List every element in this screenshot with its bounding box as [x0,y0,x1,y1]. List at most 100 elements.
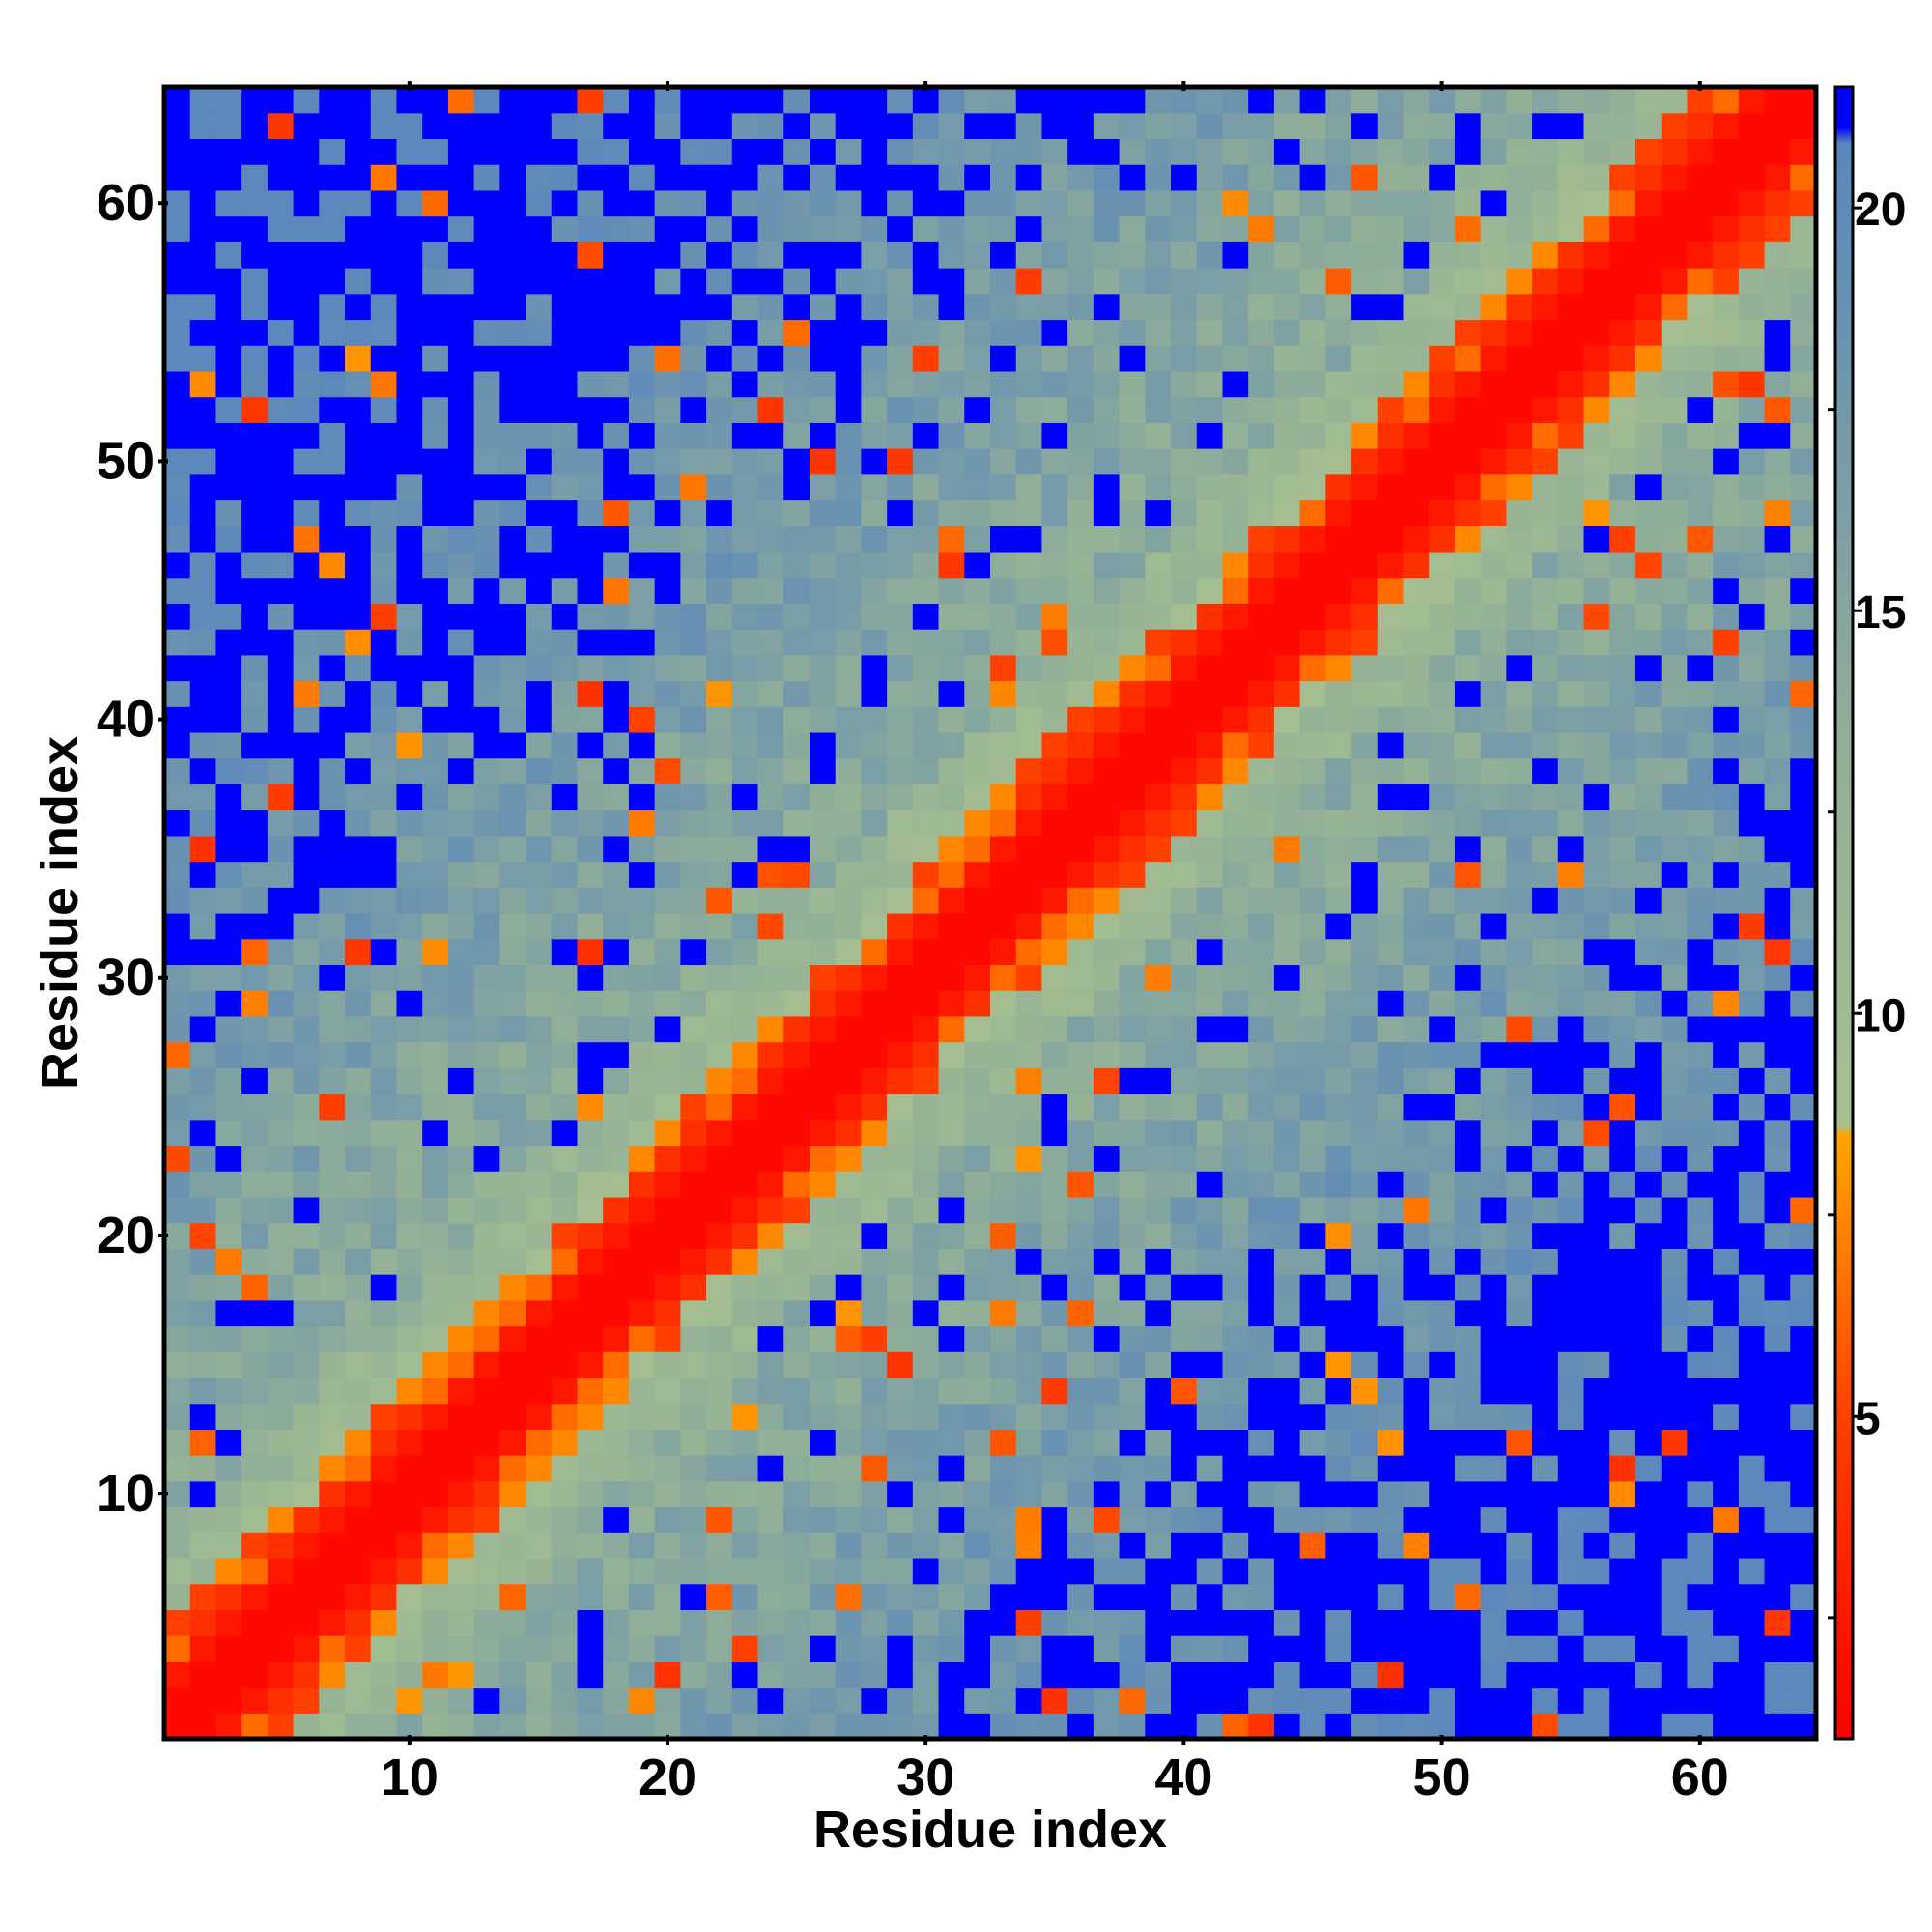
heatmap-cell [1041,1403,1068,1430]
heatmap-cell [396,1119,423,1147]
heatmap-cell [861,1351,888,1378]
heatmap-cell [1248,1325,1275,1352]
heatmap-cell [1790,526,1817,553]
heatmap-cell [680,345,707,372]
heatmap-cell [1790,861,1817,888]
heatmap-cell [396,1506,423,1533]
heatmap-cell [1299,1325,1326,1352]
heatmap-cell [1713,1455,1740,1482]
heatmap-cell [1790,370,1817,398]
heatmap-cell [990,861,1017,888]
heatmap-cell [1273,810,1301,837]
heatmap-cell [293,835,320,863]
heatmap-cell [242,1145,269,1172]
heatmap-cell [1687,964,1714,991]
heatmap-cell [628,1635,656,1662]
heatmap-cell [1248,448,1275,475]
heatmap-cell [422,473,449,501]
heatmap-cell [1583,757,1610,785]
heatmap-cell [1273,87,1301,114]
heatmap-cell [1713,990,1740,1017]
heatmap-cell [215,629,242,656]
heatmap-cell [1634,1094,1662,1121]
heatmap-cell [319,1015,346,1043]
heatmap-cell [189,887,217,914]
heatmap-cell [499,1609,526,1636]
heatmap-cell [1377,1274,1405,1301]
heatmap-cell [473,319,500,346]
heatmap-cell [1041,422,1068,449]
heatmap-cell [1325,1145,1352,1172]
heatmap-cell [164,706,191,733]
heatmap-cell [1222,1532,1249,1559]
heatmap-cell [1687,1635,1714,1662]
heatmap-cell [1196,887,1224,914]
heatmap-cell [1377,1299,1405,1327]
heatmap-cell [990,1094,1017,1121]
heatmap-cell [1506,835,1533,863]
heatmap-cell [189,1713,217,1740]
heatmap-cell [1532,1609,1559,1636]
heatmap-cell [1661,1455,1689,1482]
heatmap-cell [1506,964,1533,991]
heatmap-cell [1480,215,1507,242]
heatmap-cell [1325,473,1352,501]
heatmap-cell [1325,242,1352,269]
heatmap-cell [499,810,526,837]
heatmap-cell [1041,1325,1068,1352]
heatmap-cell [447,293,475,321]
heatmap-cell [1713,835,1740,863]
heatmap-cell [990,1248,1017,1275]
heatmap-cell [680,861,707,888]
heatmap-cell [1093,1274,1121,1301]
heatmap-cell [242,1171,269,1198]
heatmap-cell [887,1299,914,1327]
heatmap-cell [1041,138,1068,165]
heatmap-cell [1583,990,1610,1017]
heatmap-cell [1377,1171,1405,1198]
heatmap-cell [164,138,191,165]
heatmap-cell [1532,1403,1559,1430]
heatmap-cell [1454,1015,1482,1043]
heatmap-cell [1248,473,1275,501]
heatmap-cell [1764,577,1791,604]
heatmap-cell [757,112,784,140]
heatmap-cell [189,629,217,656]
heatmap-cell [1325,396,1352,423]
heatmap-cell [706,1171,733,1198]
heatmap-cell [577,1713,604,1740]
heatmap-cell [783,1094,810,1121]
heatmap-cell [1790,189,1817,217]
heatmap-cell [1609,1687,1636,1714]
heatmap-cell [1248,577,1275,604]
heatmap-cell [1790,1687,1817,1714]
heatmap-cell [526,345,553,372]
heatmap-cell [628,1661,656,1689]
heatmap-cell [1634,1041,1662,1068]
heatmap-cell [1325,1377,1352,1405]
heatmap-cell [189,1351,217,1378]
heatmap-cell [1351,370,1378,398]
heatmap-cell [1557,1480,1585,1508]
heatmap-cell [887,783,914,810]
heatmap-cell [1325,551,1352,579]
heatmap-cell [1583,1429,1610,1456]
heatmap-cell [654,1429,681,1456]
heatmap-cell [731,1687,759,1714]
heatmap-cell [1093,215,1121,242]
heatmap-cell [164,629,191,656]
heatmap-cell [1661,268,1689,295]
heatmap-cell [1196,448,1224,475]
heatmap-cell [1171,1222,1198,1249]
heatmap-cell [1557,1403,1585,1430]
heatmap-cell [1661,1299,1689,1327]
heatmap-cell [345,1145,372,1172]
heatmap-cell [1634,138,1662,165]
heatmap-cell [345,1119,372,1147]
heatmap-cell [1583,577,1610,604]
heatmap-cell [783,603,810,630]
heatmap-cell [1583,1171,1610,1198]
heatmap-cell [1196,1351,1224,1378]
heatmap-cell [242,783,269,810]
heatmap-cell [396,654,423,682]
